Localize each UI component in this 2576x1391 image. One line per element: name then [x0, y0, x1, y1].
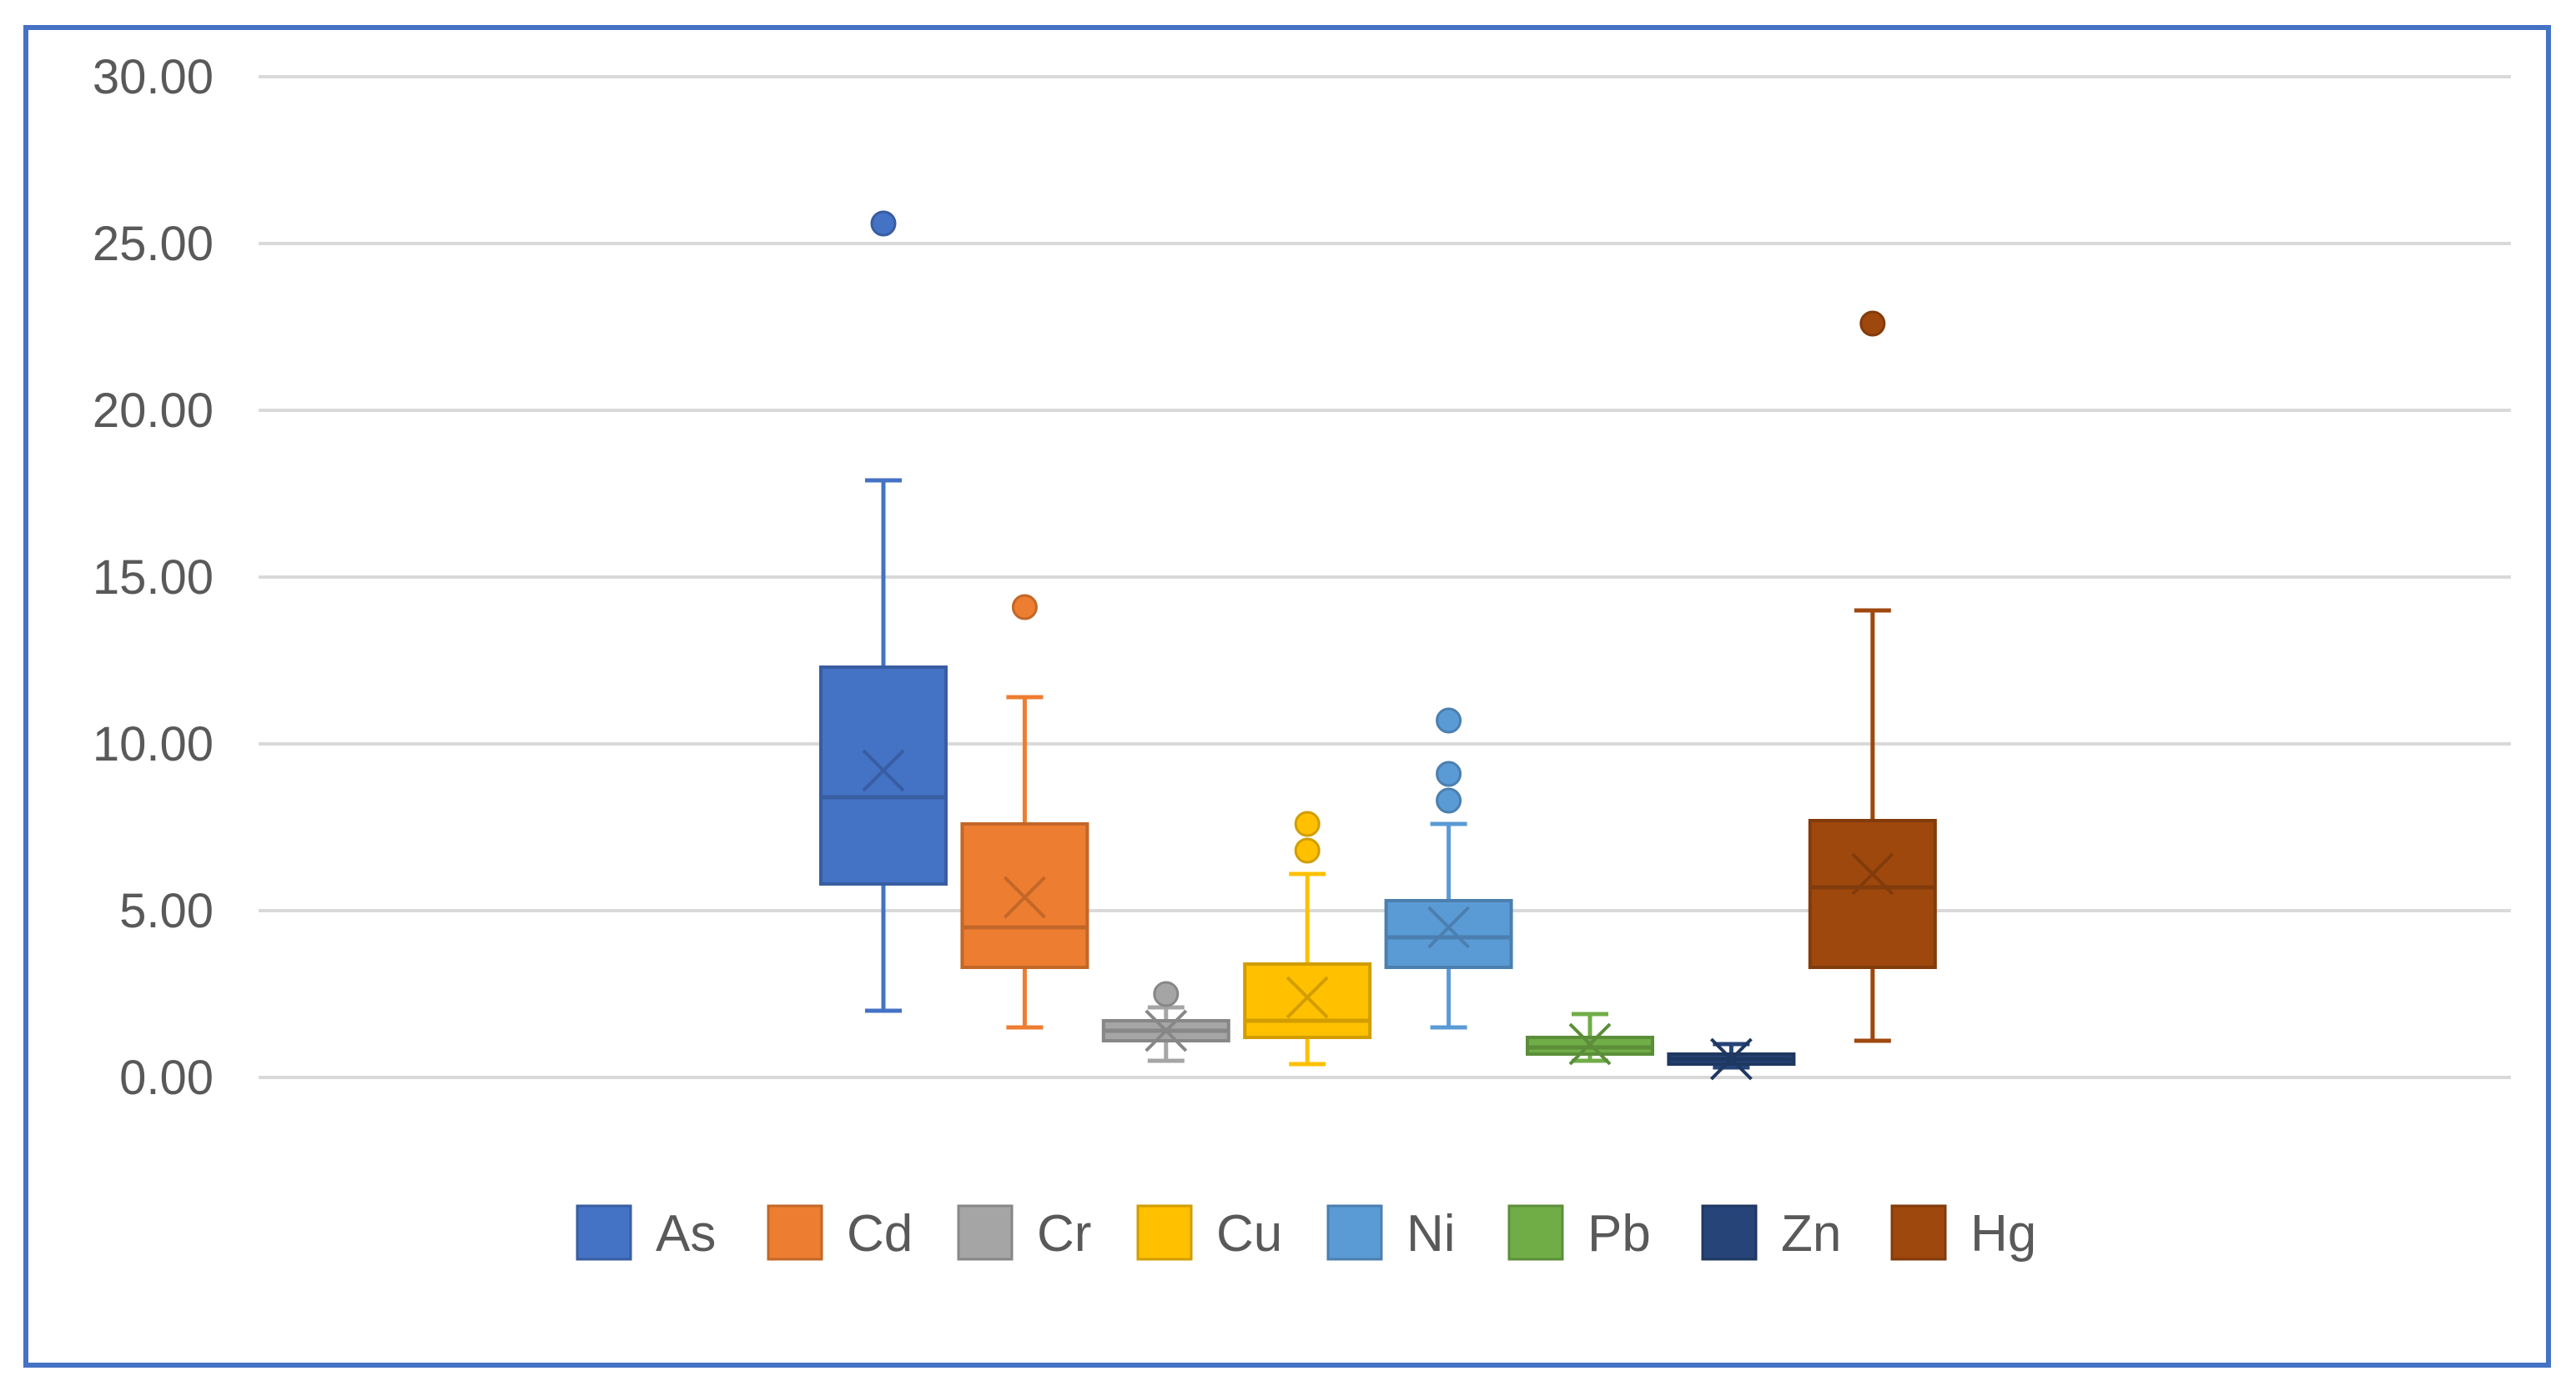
y-tick-label: 5.00 — [119, 884, 214, 938]
legend-label: Zn — [1781, 1205, 1841, 1263]
chart-svg: 0.00 5.00 10.00 15.00 20.00 25.00 30.00 As Cd Cr… — [93, 50, 2511, 1263]
legend-item-zn: Zn — [1701, 1204, 1841, 1263]
mean-marker-stroke — [1427, 906, 1471, 949]
legend-swatch — [1890, 1204, 1947, 1261]
legend-swatch — [1507, 1204, 1564, 1261]
y-axis: 0.00 5.00 10.00 15.00 20.00 25.00 30.00 — [93, 50, 214, 1105]
legend-item-cd: Cd — [767, 1204, 913, 1263]
y-tick-label: 15.00 — [93, 550, 214, 605]
box-iqr — [1384, 899, 1513, 969]
mean-marker-stroke — [1851, 852, 1894, 896]
box-iqr — [819, 665, 948, 886]
legend-swatch — [1136, 1204, 1193, 1261]
outlier-point — [1859, 310, 1886, 337]
box-cu — [1243, 811, 1372, 1067]
gridlines — [259, 75, 2511, 1079]
legend-item-ni: Ni — [1326, 1204, 1456, 1263]
y-tick-label: 30.00 — [93, 50, 214, 104]
mean-marker-stroke — [1709, 1037, 1753, 1081]
outlier-point — [1436, 787, 1462, 814]
legend-label: Hg — [1970, 1205, 2036, 1263]
mean-marker-stroke — [862, 749, 905, 792]
mean-marker-stroke — [1003, 876, 1046, 919]
mean-marker-stroke — [1145, 1009, 1188, 1052]
box-iqr — [1243, 962, 1372, 1039]
mean-marker-stroke — [1568, 1022, 1612, 1066]
box-ni — [1384, 707, 1513, 1030]
box-cr — [1101, 981, 1230, 1063]
y-tick-label: 10.00 — [93, 717, 214, 771]
mean-marker-stroke — [1285, 976, 1329, 1019]
legend-label: As — [656, 1205, 716, 1263]
legend-label: Ni — [1406, 1205, 1456, 1263]
legend-swatch — [1326, 1204, 1383, 1261]
legend-item-pb: Pb — [1507, 1204, 1651, 1263]
chart-frame: 0.00 5.00 10.00 15.00 20.00 25.00 30.00 As Cd Cr… — [23, 25, 2551, 1368]
y-tick-label: 0.00 — [119, 1051, 214, 1105]
outlier-point — [1294, 837, 1321, 864]
outlier-point — [1011, 594, 1038, 620]
box-cd — [960, 594, 1089, 1030]
outlier-point — [1153, 981, 1180, 1007]
outlier-point — [870, 210, 897, 237]
outlier-point — [1436, 707, 1462, 734]
y-tick-label: 20.00 — [93, 384, 214, 438]
box-iqr — [1808, 819, 1937, 969]
y-tick-label: 25.00 — [93, 217, 214, 271]
legend-swatch — [576, 1204, 632, 1261]
legend-label: Cd — [847, 1205, 913, 1263]
box-pb — [1526, 1012, 1654, 1066]
box-zn — [1667, 1037, 1796, 1081]
legend-item-as: As — [576, 1204, 716, 1263]
legend-item-hg: Hg — [1890, 1204, 2036, 1263]
outlier-point — [1294, 811, 1321, 837]
box-hg — [1808, 310, 1937, 1043]
legend-item-cr: Cr — [957, 1204, 1091, 1263]
outlier-point — [1436, 761, 1462, 787]
legend-label: Cu — [1216, 1205, 1282, 1263]
legend-item-cu: Cu — [1136, 1204, 1282, 1263]
legend-label: Pb — [1587, 1205, 1651, 1263]
legend-swatch — [767, 1204, 823, 1261]
legend-swatch — [957, 1204, 1014, 1261]
legend-label: Cr — [1037, 1205, 1091, 1263]
box-as — [819, 210, 948, 1013]
box-plots — [819, 210, 1937, 1081]
legend: As Cd Cr Cu Ni Pb Zn Hg — [576, 1204, 2036, 1263]
legend-swatch — [1701, 1204, 1758, 1261]
